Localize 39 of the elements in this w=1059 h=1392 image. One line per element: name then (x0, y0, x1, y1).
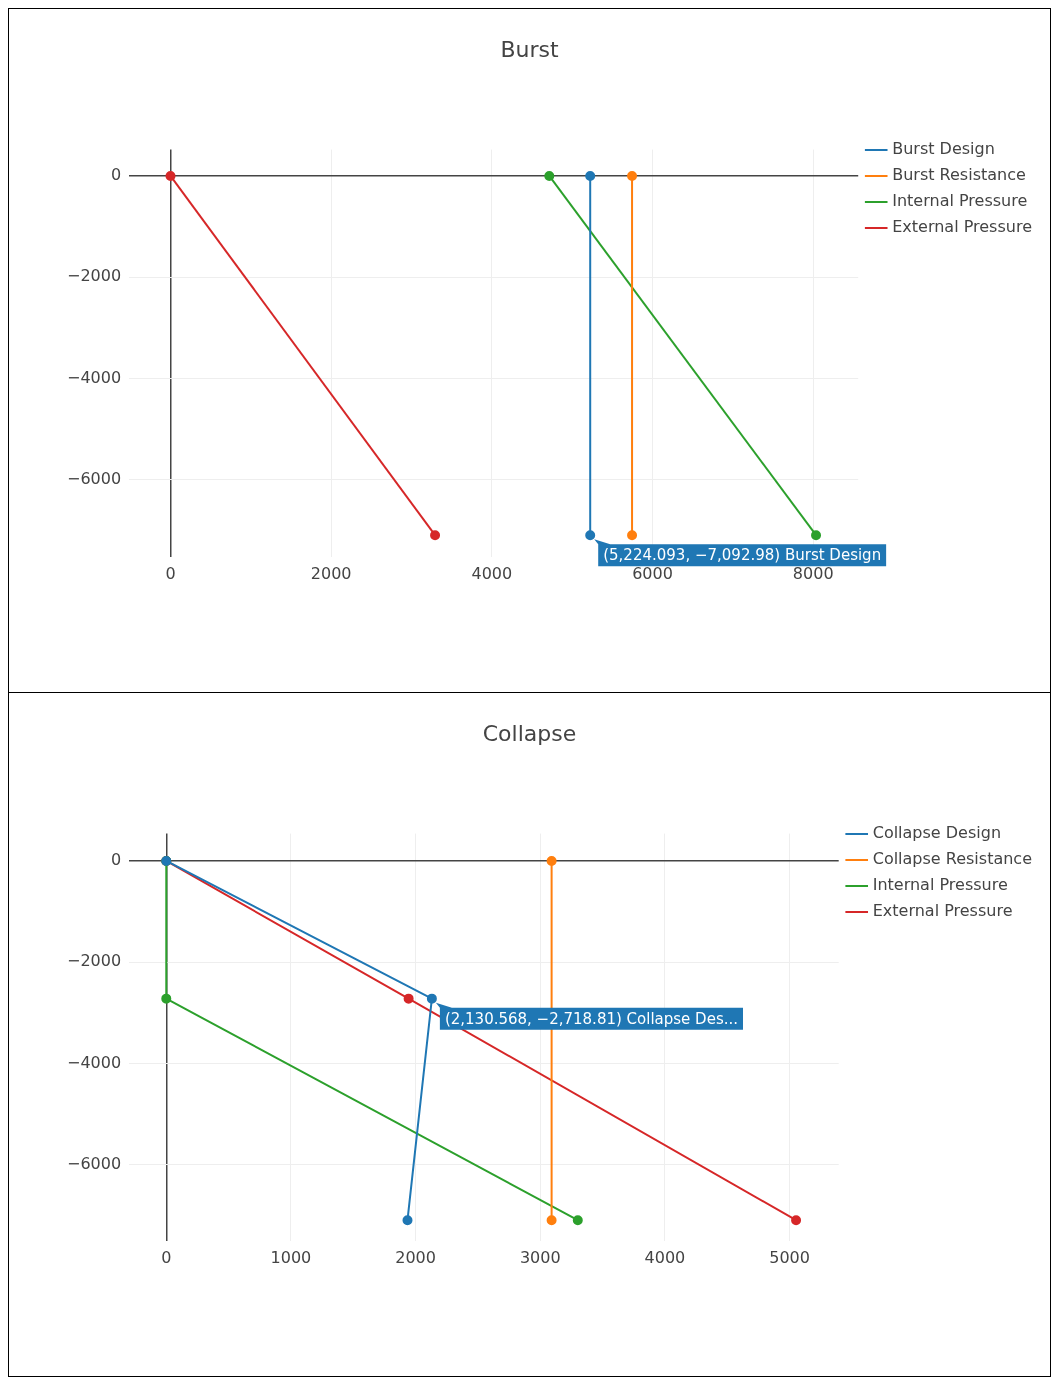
legend-label: External Pressure (892, 217, 1033, 237)
point (161, 993, 172, 1004)
point (403, 993, 414, 1004)
x-tick-label: 2000 (395, 1247, 436, 1267)
y-tick-label: −4000 (67, 367, 122, 387)
point (791, 1215, 802, 1226)
point (426, 993, 437, 1004)
x-tick-label: 8000 (792, 563, 834, 583)
legend-label: Internal Pressure (892, 191, 1028, 211)
y-tick-label: −4000 (67, 1052, 122, 1072)
x-tick-label: 5000 (769, 1247, 810, 1267)
x-tick-label: 2000 (310, 563, 352, 583)
chart-title: Collapse (481, 720, 578, 748)
chart-title: Burst (499, 36, 560, 64)
annotation: (5,224.093, −7,092.98) Burst Design (603, 546, 882, 565)
y-tick-label: −2000 (67, 266, 122, 286)
y-tick-label: 0 (110, 165, 122, 185)
legend-label: Collapse Resistance (872, 849, 1032, 869)
x-tick-label: 0 (161, 1247, 172, 1267)
legend-label: Burst Resistance (892, 165, 1026, 185)
legend-label: Collapse Design (872, 823, 1002, 843)
y-tick-label: −2000 (67, 951, 122, 971)
point (572, 1215, 583, 1226)
x-tick-label: 6000 (632, 563, 673, 583)
point (402, 1215, 413, 1226)
x-tick-label: 3000 (519, 1247, 561, 1267)
x-tick-label: 4000 (644, 1247, 686, 1267)
x-tick-label: 1000 (270, 1247, 312, 1267)
legend-label: External Pressure (872, 901, 1013, 921)
annotation: (2,130.568, −2,718.81) Collapse Des... (444, 1009, 738, 1028)
y-tick-label: −6000 (67, 468, 122, 488)
legend-label: Internal Pressure (872, 875, 1008, 895)
point (546, 1215, 557, 1226)
point (546, 855, 557, 866)
legend-label: Burst Design (892, 139, 995, 159)
x-tick-label: 4000 (471, 563, 513, 583)
y-tick-label: 0 (110, 850, 122, 870)
x-tick-label: 0 (165, 563, 176, 583)
y-tick-label: −6000 (67, 1153, 122, 1173)
